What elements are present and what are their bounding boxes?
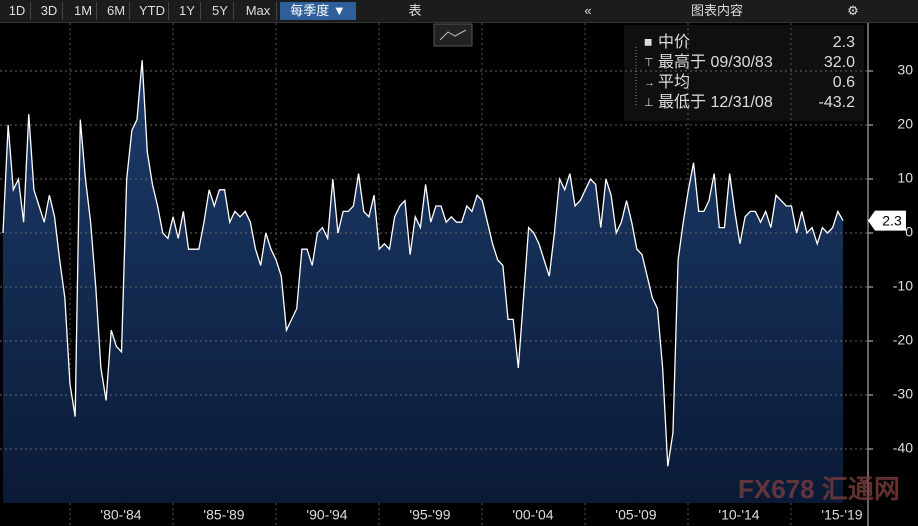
range-button[interactable]: 1D [4, 2, 31, 20]
y-tick-label: 0 [905, 224, 913, 240]
legend-label: 中价 [658, 33, 690, 51]
x-period-label: '80-'84 [100, 507, 141, 523]
legend-marker: ⊥ [644, 97, 654, 109]
legend-marker: → [644, 77, 655, 89]
range-button[interactable]: 3D [36, 2, 63, 20]
legend-label: 平均 [658, 73, 690, 91]
range-button[interactable]: 1M [70, 2, 97, 20]
x-period-label: '10-'14 [718, 507, 759, 523]
legend-marker: ⊤ [644, 57, 654, 69]
y-tick-label: 20 [897, 116, 913, 132]
period-dropdown[interactable]: 每季度 ▼ [280, 2, 356, 20]
x-period-label: '00-'04 [512, 507, 553, 523]
settings-button[interactable]: ⚙ [847, 3, 859, 18]
x-period-label: '90-'94 [306, 507, 347, 523]
y-tick-label: -10 [893, 278, 913, 294]
legend-value: 0.6 [833, 74, 855, 91]
range-button[interactable]: YTD [136, 2, 169, 20]
last-value-tag [868, 210, 906, 231]
table-button[interactable]: 表 [408, 3, 422, 18]
y-tick-label: -40 [893, 440, 913, 456]
axis-panel [868, 23, 918, 526]
range-button[interactable]: Max [240, 2, 277, 20]
legend-label: 最高于 09/30/83 [658, 53, 773, 71]
last-value-label: 2.3 [882, 212, 902, 228]
x-period-label: '05-'09 [615, 507, 656, 523]
range-button[interactable]: 5Y [207, 2, 234, 20]
y-tick-label: 10 [897, 170, 913, 186]
line [2, 60, 844, 467]
chart: '80-'84 '85-'89 '90-'94 '95-'99 '00-'04 '05-'… [0, 23, 918, 526]
legend-value: -43.2 [819, 94, 856, 111]
x-period-label: '85-'89 [203, 507, 244, 523]
range-button[interactable]: 6M [103, 2, 130, 20]
collapse-button[interactable]: « [584, 3, 592, 18]
watermark: FX678 汇通网 [738, 474, 900, 504]
legend-value: 2.3 [833, 34, 855, 51]
x-period-label: '95-'99 [409, 507, 450, 523]
area [3, 60, 843, 503]
chart-content-button[interactable]: 图表内容 [690, 3, 743, 18]
icon [439, 29, 467, 41]
legend-box [624, 25, 864, 121]
y-tick-label: -30 [893, 386, 913, 402]
legend-value: 32.0 [824, 54, 855, 71]
legend-label: 最低于 12/31/08 [658, 93, 773, 111]
y-tick-label: -20 [893, 332, 913, 348]
x-period-label: '15-'19 [821, 507, 862, 523]
legend-marker: ■ [644, 34, 652, 50]
toolbar: 1D 3D 1M 6M YTD 1Y 5Y Max 每季度 ▼ 表 图表内容 « ⚙ [0, 0, 918, 23]
range-button[interactable]: 1Y [174, 2, 201, 20]
y-tick-label: 30 [897, 62, 913, 78]
